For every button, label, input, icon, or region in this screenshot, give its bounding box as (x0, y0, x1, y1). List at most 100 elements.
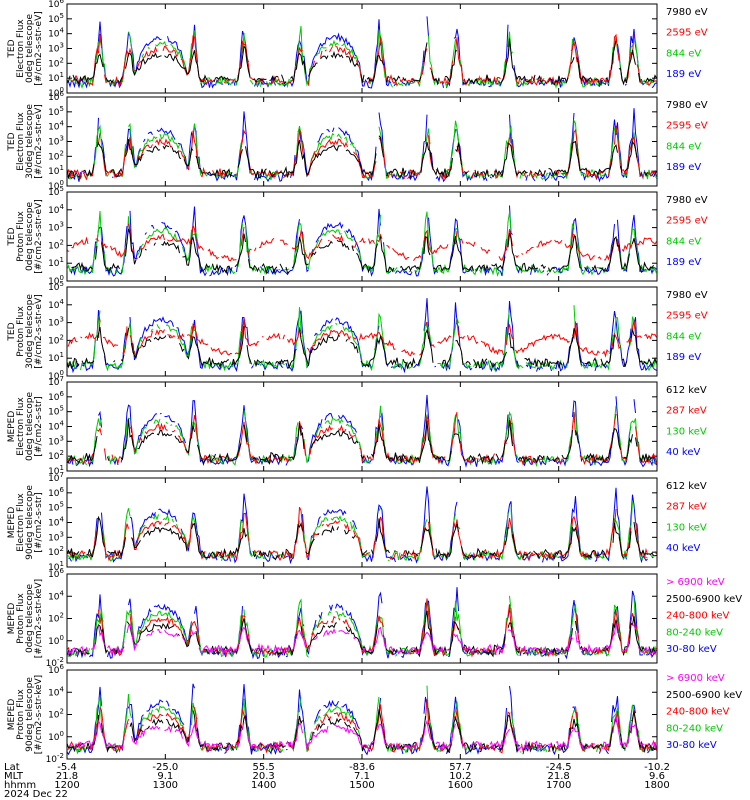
legend-entry: 189 eV (666, 352, 701, 363)
legend-entry: 844 eV (666, 236, 701, 247)
legend-entry: > 6900 keV (666, 577, 725, 588)
y-tick-label: 101 (48, 256, 64, 269)
y-tick-label: 102 (48, 545, 64, 558)
legend-entry: 844 eV (666, 331, 701, 342)
footer-row-label: hhmm (4, 780, 36, 791)
legend-entry: 7980 eV (666, 195, 708, 206)
y-tick-label: 106 (48, 390, 64, 403)
legend-entry: 130 keV (666, 522, 707, 533)
footer-value: 9.6 (649, 771, 665, 782)
y-tick-label: 103 (48, 316, 64, 329)
footer-value: 57.7 (449, 762, 471, 773)
legend-entry: 189 eV (666, 162, 701, 173)
y-tick-label: 103 (48, 42, 64, 55)
series-line-612-kev (67, 418, 656, 465)
legend-entry: 40 keV (666, 447, 700, 458)
y-axis-label: TEDProton Flux0deg telescope[#/cm2-s-str… (7, 199, 44, 274)
series-line-2595-ev (67, 223, 657, 262)
legend-entry: 2500-6900 keV (666, 690, 742, 701)
y-tick-label: 103 (48, 530, 64, 543)
footer-date: 2024 Dec 22 (4, 789, 68, 800)
legend-entry: 130 keV (666, 426, 707, 437)
series-line--6900-kev (69, 714, 657, 752)
y-axis-label: TEDElectron Flux0deg telescope[#/cm2-s-s… (7, 11, 44, 86)
legend-entry: > 6900 keV (666, 673, 725, 684)
footer-row-label: Lat (4, 762, 20, 773)
footer-value: -25.0 (152, 762, 178, 773)
y-tick-label: 102 (48, 449, 64, 462)
y-tick-label: 101 (48, 164, 64, 177)
legend-entry: 7980 eV (666, 100, 708, 111)
footer-value: 20.3 (253, 771, 275, 782)
series-line--6900-kev (67, 622, 657, 657)
y-tick-label: 102 (48, 56, 64, 69)
legend-entry: 30-80 keV (666, 740, 717, 751)
footer-value: 1800 (644, 780, 669, 791)
footer-value: 1400 (251, 780, 276, 791)
y-tick-label: 106 (48, 0, 64, 10)
legend-entry: 844 eV (666, 48, 701, 59)
legend-entry: 2595 eV (666, 28, 708, 39)
y-axis-label: MEPEDElectron Flux0deg telescope[#/cm2-s… (7, 392, 44, 462)
y-axis-label: TEDElectron Flux30deg telescope[#/cm2-s-… (7, 104, 44, 179)
footer-value: -5.4 (57, 762, 77, 773)
y-axis-label: MEPEDProton Flux90deg telescope[#/cm2-s-… (7, 675, 44, 754)
y-tick-label: 102 (48, 708, 64, 721)
legend-entry: 240-800 keV (666, 707, 730, 718)
series-line-612-kev (67, 515, 657, 560)
footer-value: 21.8 (548, 771, 570, 782)
y-tick-label: 100 (48, 730, 64, 743)
legend-entry: 287 keV (666, 406, 707, 417)
y-tick-label: 105 (48, 405, 64, 418)
legend-entry: 189 eV (666, 69, 701, 80)
legend-entry: 7980 eV (666, 290, 708, 301)
y-tick-label: 104 (48, 27, 64, 40)
footer-value: 55.5 (253, 762, 275, 773)
y-tick-label: 102 (48, 612, 64, 625)
footer-value: 21.8 (56, 771, 78, 782)
footer-value: 10.2 (449, 771, 471, 782)
legend-entry: 30-80 keV (666, 644, 717, 655)
y-tick-label: 104 (48, 589, 64, 602)
footer-value: -24.5 (546, 762, 572, 773)
y-tick-label: 105 (48, 501, 64, 514)
footer-value: 7.1 (354, 771, 370, 782)
footer-value: 9.1 (157, 771, 173, 782)
footer-value: 1700 (546, 780, 571, 791)
series-line-7980-ev (67, 326, 657, 370)
y-tick-label: 102 (48, 149, 64, 162)
legend-entry: 2595 eV (666, 216, 708, 227)
series-line-7980-ev (67, 135, 657, 180)
y-tick-label: 103 (48, 221, 64, 234)
y-tick-label: 105 (48, 12, 64, 25)
legend-entry: 7980 eV (666, 7, 708, 18)
y-tick-label: 105 (48, 105, 64, 118)
y-tick-label: 101 (48, 351, 64, 364)
series-line-7980-ev (67, 38, 657, 86)
legend-entry: 40 keV (666, 543, 700, 554)
y-tick-label: 103 (48, 434, 64, 447)
series-line-2595-ev (71, 33, 657, 88)
y-axis-label: TEDProton Flux30deg telescope[#/cm2-s-st… (7, 294, 44, 369)
y-axis-label: MEPEDProton Flux0deg telescope[#/cm2-s-s… (7, 579, 44, 658)
series-line-844-ev (67, 305, 657, 372)
legend-entry: 2595 eV (666, 311, 708, 322)
footer-value: 1200 (54, 780, 79, 791)
footer-value: -10.2 (644, 762, 670, 773)
footer-value: 1600 (448, 780, 473, 791)
y-tick-label: 106 (48, 486, 64, 499)
legend-entry: 240-800 keV (666, 611, 730, 622)
legend-entry: 2500-6900 keV (666, 594, 742, 605)
y-tick-label: 104 (48, 516, 64, 529)
y-tick-label: 101 (48, 71, 64, 84)
legend-entry: 80-240 keV (666, 723, 723, 734)
y-axis-label: MEPEDElectron Flux90deg telescope[#/cm2-… (7, 485, 44, 560)
